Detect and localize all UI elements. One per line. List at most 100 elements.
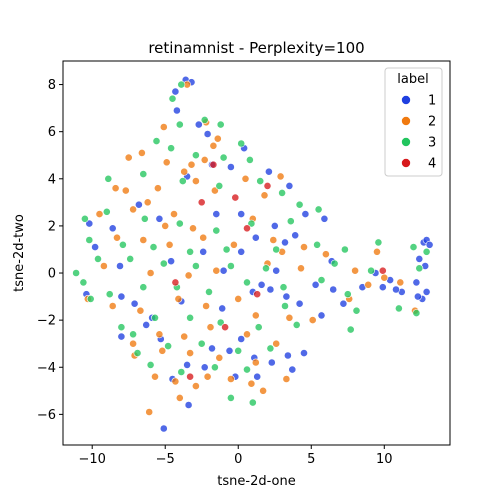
scatter-point-label-1 (159, 424, 168, 433)
scatter-point-label-1 (194, 120, 203, 129)
y-tick-label: −4 (37, 361, 56, 376)
scatter-point-label-1 (281, 238, 289, 247)
scatter-point-label-2 (259, 386, 267, 395)
scatter-point-label-3 (175, 219, 184, 228)
x-tick-label: 0 (234, 452, 242, 467)
scatter-point-label-3 (254, 323, 263, 332)
scatter-point-label-1 (85, 219, 94, 228)
scatter-point-label-3 (278, 188, 286, 197)
scatter-point-label-1 (291, 231, 300, 240)
scatter-point-label-2 (95, 210, 104, 218)
scatter-point-label-1 (413, 292, 422, 301)
scatter-point-label-3 (210, 363, 219, 372)
scatter-point-label-3 (117, 323, 126, 332)
scatter-point-label-2 (180, 167, 189, 176)
scatter-point-label-4 (378, 266, 387, 275)
x-tick-label: −5 (156, 452, 175, 467)
scatter-point-label-1 (253, 372, 262, 381)
scatter-point-label-2 (175, 393, 184, 402)
y-axis-label: tsne-2d-two (12, 214, 27, 292)
scatter-point-label-2 (180, 332, 189, 341)
scatter-point-label-4 (197, 198, 206, 207)
scatter-point-label-2 (199, 233, 208, 242)
scatter-point-label-1 (320, 214, 329, 223)
scatter-point-label-3 (237, 139, 246, 148)
scatter-point-label-1 (183, 360, 191, 369)
scatter-point-label-1 (203, 130, 212, 138)
scatter-point-label-2 (226, 375, 235, 383)
y-tick-label: 8 (48, 78, 56, 93)
scatter-point-label-2 (269, 236, 278, 244)
scatter-point-label-1 (392, 285, 400, 294)
scatter-point-label-1 (300, 349, 308, 357)
scatter-point-label-2 (212, 266, 221, 275)
scatter-point-label-1 (91, 243, 99, 251)
scatter-point-label-2 (282, 375, 291, 383)
scatter-point-label-3 (346, 325, 355, 334)
scatter-point-label-4 (221, 323, 229, 332)
scatter-point-label-3 (81, 214, 89, 223)
scatter-point-label-1 (311, 280, 320, 289)
scatter-point-label-1 (329, 285, 338, 294)
scatter-point-label-3 (167, 144, 175, 153)
scatter-point-label-2 (191, 177, 200, 185)
scatter-point-label-3 (212, 226, 221, 235)
scatter-point-label-2 (260, 191, 269, 200)
scatter-point-label-1 (251, 233, 260, 242)
scatter-point-label-3 (159, 259, 168, 268)
legend: label 1 2 3 4 (384, 67, 443, 177)
scatter-point-label-3 (197, 339, 206, 348)
scatter-point-label-3 (343, 290, 352, 299)
scatter-point-label-3 (186, 313, 194, 322)
scatter-point-label-1 (378, 283, 387, 292)
scatter-point-label-2 (364, 280, 373, 289)
scatter-point-label-3 (177, 80, 186, 89)
scatter-point-label-2 (170, 210, 178, 218)
scatter-point-label-3 (133, 349, 142, 357)
scatter-point-label-3 (175, 120, 184, 129)
scatter-point-label-2 (189, 224, 197, 233)
scatter-point-label-3 (243, 278, 251, 287)
scatter-point-label-4 (231, 193, 240, 202)
scatter-point-label-2 (380, 273, 389, 282)
scatter-point-label-3 (129, 330, 137, 339)
scatter-point-label-3 (262, 264, 270, 273)
scatter-point-label-2 (186, 349, 194, 357)
scatter-point-label-1 (116, 262, 124, 270)
scatter-point-label-3 (149, 243, 158, 251)
scatter-point-label-2 (373, 247, 381, 256)
scatter-point-label-2 (213, 134, 222, 143)
scatter-point-label-2 (300, 243, 308, 251)
scatter-point-label-3 (222, 245, 231, 254)
scatter-point-label-2 (146, 269, 155, 277)
scatter-point-label-1 (172, 106, 181, 115)
scatter-point-label-1 (266, 285, 275, 294)
scatter-point-label-2 (171, 377, 180, 386)
scatter-point-label-3 (374, 238, 383, 247)
scatter-point-label-2 (229, 240, 238, 249)
scatter-point-label-2 (187, 160, 196, 169)
scatter-point-label-3 (295, 200, 304, 209)
scatter-point-label-3 (412, 309, 421, 317)
scatter-point-label-3 (340, 245, 349, 254)
scatter-point-label-1 (237, 335, 246, 343)
scatter-point-label-1 (339, 299, 348, 308)
legend-marker-label-1 (401, 95, 411, 105)
scatter-point-label-2 (137, 148, 146, 157)
scatter-point-label-1 (295, 299, 304, 308)
scatter-point-label-3 (72, 269, 80, 277)
y-tick-label: 4 (48, 172, 56, 187)
scatter-point-label-2 (203, 372, 212, 381)
scatter-point-label-3 (422, 247, 431, 256)
scatter-point-label-2 (113, 233, 121, 242)
scatter-point-label-2 (241, 174, 250, 183)
scatter-point-label-1 (282, 292, 291, 301)
scatter-point-label-3 (226, 393, 235, 402)
scatter-point-label-2 (243, 330, 251, 339)
scatter-point-label-3 (245, 155, 254, 164)
legend-entry-label: 1 (428, 94, 436, 109)
scatter-point-label-3 (205, 287, 213, 296)
scatter-point-label-2 (153, 184, 162, 193)
scatter-point-label-1 (301, 210, 310, 218)
y-tick-label: 6 (48, 125, 56, 140)
